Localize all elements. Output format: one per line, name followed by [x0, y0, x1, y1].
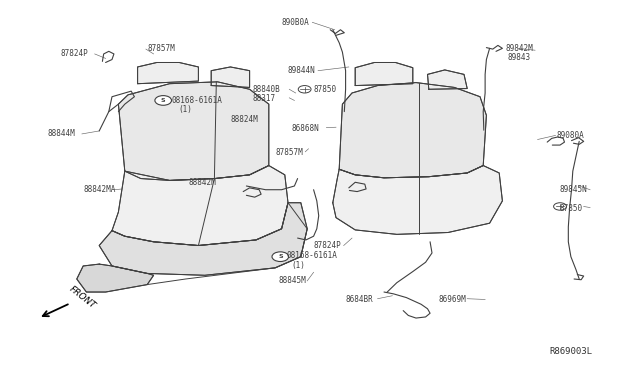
- Text: 86868N: 86868N: [291, 124, 319, 133]
- Text: FRONT: FRONT: [67, 285, 97, 311]
- Text: 88845M: 88845M: [278, 276, 306, 285]
- Text: 87857M: 87857M: [147, 44, 175, 53]
- Text: 890B0A: 890B0A: [282, 18, 309, 27]
- Polygon shape: [211, 67, 250, 87]
- Text: 86969M: 86969M: [438, 295, 466, 304]
- Polygon shape: [112, 166, 288, 246]
- Polygon shape: [118, 82, 269, 180]
- Text: 89844N: 89844N: [288, 66, 316, 75]
- Polygon shape: [339, 83, 486, 178]
- Polygon shape: [355, 62, 413, 86]
- Circle shape: [298, 86, 311, 93]
- Text: 87857M: 87857M: [275, 148, 303, 157]
- Text: 88842MA: 88842MA: [83, 185, 116, 194]
- Polygon shape: [77, 264, 154, 292]
- Text: 88844M: 88844M: [48, 129, 76, 138]
- Text: 87850: 87850: [560, 204, 583, 213]
- Polygon shape: [333, 166, 502, 234]
- Text: 87850: 87850: [314, 85, 337, 94]
- Text: 08168-6161A: 08168-6161A: [172, 96, 222, 105]
- Circle shape: [155, 96, 172, 105]
- Text: S: S: [278, 254, 283, 259]
- Text: 89080A: 89080A: [557, 131, 584, 140]
- Polygon shape: [99, 203, 307, 275]
- Text: R869003L: R869003L: [549, 347, 592, 356]
- Text: 88842M: 88842M: [189, 178, 216, 187]
- Text: 89843: 89843: [508, 53, 531, 62]
- Text: 89842M: 89842M: [506, 44, 533, 53]
- Circle shape: [554, 203, 566, 210]
- Text: 89845N: 89845N: [560, 185, 588, 194]
- Text: 08168-6161A: 08168-6161A: [286, 251, 337, 260]
- Circle shape: [272, 252, 289, 262]
- Text: S: S: [161, 98, 166, 103]
- Text: 8684BR: 8684BR: [346, 295, 373, 304]
- Text: 88824M: 88824M: [230, 115, 258, 124]
- Polygon shape: [428, 70, 467, 89]
- Text: (1): (1): [178, 105, 192, 114]
- Text: 88840B: 88840B: [253, 85, 280, 94]
- Text: (1): (1): [291, 261, 305, 270]
- Text: 87824P: 87824P: [61, 49, 88, 58]
- Text: 88317: 88317: [253, 94, 276, 103]
- Text: 87824P: 87824P: [314, 241, 341, 250]
- Polygon shape: [138, 62, 198, 84]
